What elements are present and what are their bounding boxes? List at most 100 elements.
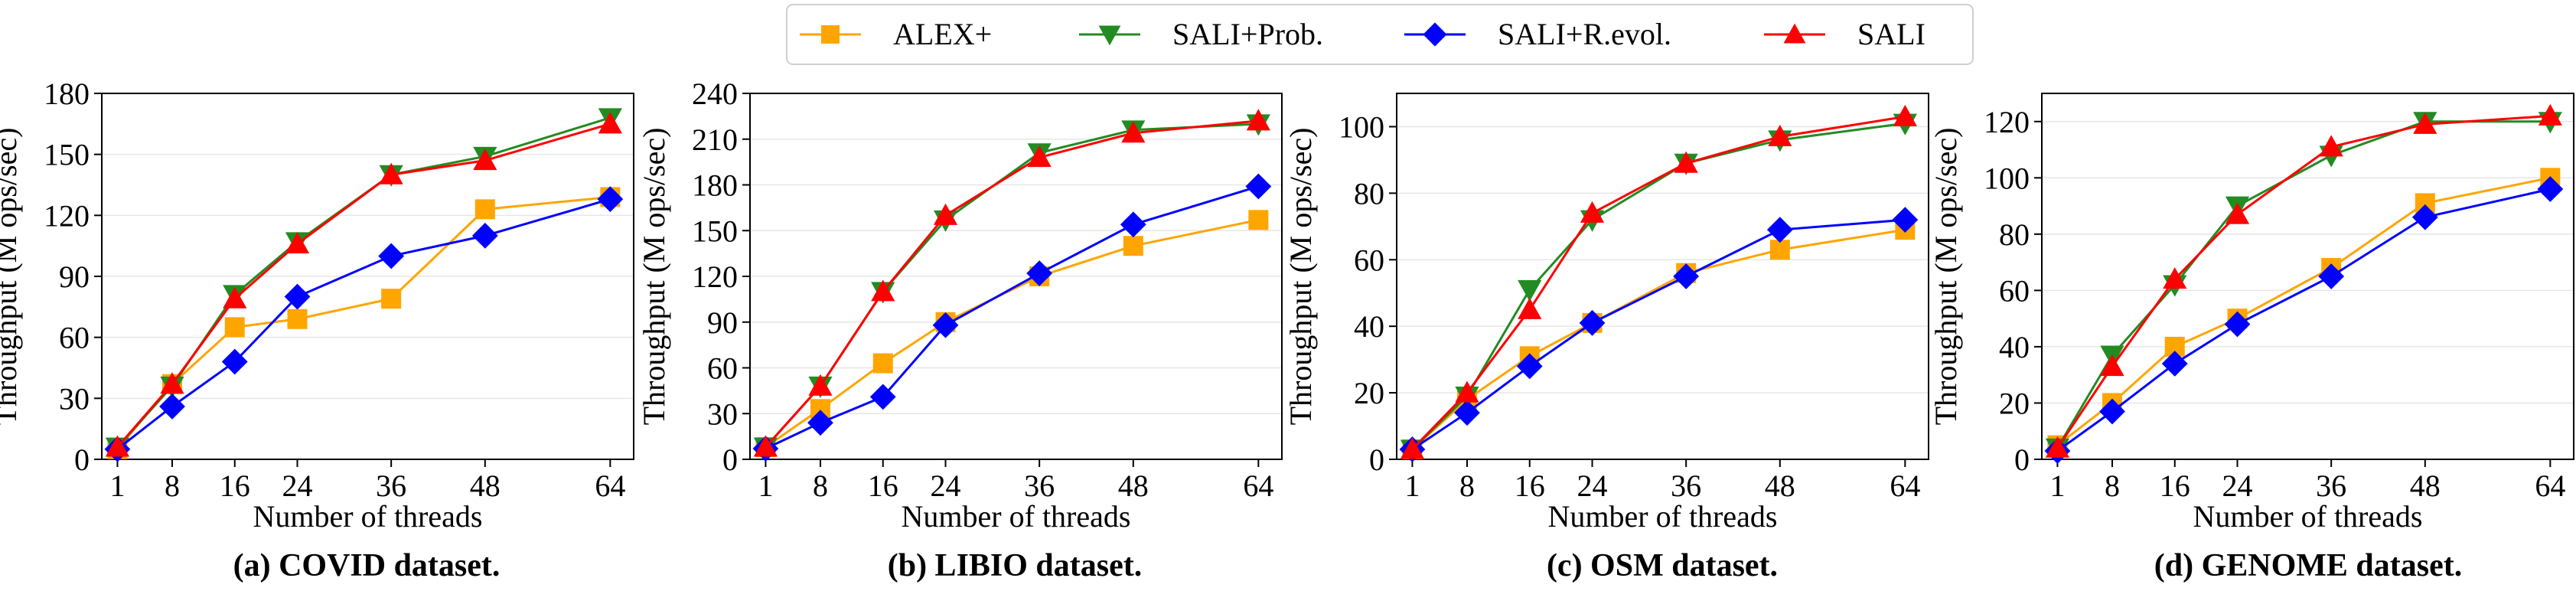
series-sali-r-evol bbox=[1399, 207, 1919, 462]
series-sali-r-evol bbox=[2044, 176, 2564, 464]
data-point-sali-r-evol bbox=[597, 186, 624, 212]
series-sali-prob bbox=[753, 114, 1270, 459]
y-tick-label: 120 bbox=[44, 198, 90, 233]
y-tick-label: 150 bbox=[44, 138, 90, 172]
data-point-sali bbox=[473, 149, 497, 171]
x-tick-label: 24 bbox=[2222, 469, 2253, 503]
x-tick-label: 24 bbox=[931, 469, 961, 503]
data-point-sali-r-evol bbox=[1892, 207, 1919, 233]
x-tick-label: 36 bbox=[1671, 469, 1701, 503]
chart-panel-1: 0 30 60 90 120 150 180 1 8 16 24 36 48 64 Number of th… bbox=[0, 77, 634, 583]
data-point-sali-r-evol bbox=[1673, 263, 1700, 289]
x-tick-label: 24 bbox=[1577, 469, 1608, 503]
x-tick-label: 16 bbox=[2160, 469, 2190, 503]
data-point-alex bbox=[1123, 236, 1143, 256]
data-point-sali bbox=[1893, 104, 1917, 126]
panel-caption: (a) COVID dataset. bbox=[233, 548, 501, 583]
y-tick-label: 30 bbox=[59, 381, 90, 416]
legend-item-sali: SALI bbox=[1764, 17, 1925, 51]
x-tick-label: 36 bbox=[1024, 469, 1055, 503]
y-tick-label: 100 bbox=[1984, 161, 2030, 195]
x-tick-label: 64 bbox=[595, 469, 625, 503]
legend-item-alex: ALEX+ bbox=[800, 17, 992, 51]
y-axis-label: Throughput (M ops/sec) bbox=[0, 128, 23, 426]
data-point-sali-r-evol bbox=[1579, 309, 1606, 336]
data-point-sali bbox=[598, 112, 622, 134]
data-point-sali bbox=[808, 374, 833, 396]
data-point-sali bbox=[285, 231, 310, 253]
series-line-sali-prob bbox=[2056, 120, 2551, 449]
series-line-sali-prob bbox=[116, 116, 611, 449]
data-point-alex bbox=[287, 309, 308, 329]
data-point-sali bbox=[379, 162, 403, 184]
x-tick-label: 48 bbox=[2410, 469, 2441, 503]
series-line-sali-r-evol bbox=[765, 185, 1259, 450]
x-tick-label: 1 bbox=[1404, 469, 1420, 503]
x-tick-label: 16 bbox=[220, 469, 250, 503]
y-tick-label: 120 bbox=[692, 260, 738, 294]
series-sali bbox=[753, 109, 1270, 457]
data-point-sali-r-evol bbox=[1120, 211, 1146, 238]
data-point-sali-r-evol bbox=[2537, 176, 2564, 202]
y-tick-label: 0 bbox=[2014, 442, 2030, 477]
data-point-sali-r-evol bbox=[2411, 204, 2438, 230]
series-line-alex bbox=[116, 195, 611, 450]
series-line-sali bbox=[765, 119, 1259, 449]
x-axis-label: Number of threads bbox=[253, 499, 483, 534]
x-axis-label: Number of threads bbox=[2193, 499, 2423, 534]
data-point-sali bbox=[2100, 354, 2124, 377]
legend-item-sali-r-evol: SALI+R.evol. bbox=[1404, 17, 1671, 51]
legend-marker-sali bbox=[1783, 23, 1806, 44]
data-point-sali bbox=[2538, 103, 2562, 126]
data-point-alex bbox=[1248, 210, 1269, 230]
series-line-alex bbox=[1411, 228, 1906, 451]
series-sali-prob bbox=[2045, 112, 2562, 460]
data-point-sali-r-evol bbox=[284, 283, 311, 310]
series-sali-r-evol bbox=[752, 173, 1272, 462]
x-tick-label: 16 bbox=[868, 469, 898, 503]
x-tick-label: 8 bbox=[165, 469, 180, 503]
x-tick-label: 1 bbox=[2049, 469, 2065, 503]
y-tick-label: 0 bbox=[74, 442, 90, 477]
x-tick-label: 64 bbox=[1243, 469, 1273, 503]
data-point-sali-r-evol bbox=[1454, 400, 1480, 426]
series-alex bbox=[1402, 220, 1916, 459]
chart-panel-3: 0 20 40 60 80 100 1 8 16 24 36 48 64 Number of thread… bbox=[1283, 93, 1929, 583]
y-tick-label: 60 bbox=[707, 351, 738, 386]
legend-item-sali-prob: SALI+Prob. bbox=[1079, 17, 1323, 51]
data-point-sali bbox=[2045, 436, 2070, 458]
data-point-sali-r-evol bbox=[2099, 398, 2125, 425]
series-sali-r-evol bbox=[104, 186, 624, 462]
series-line-sali-r-evol bbox=[1411, 218, 1906, 451]
data-point-sali bbox=[2163, 267, 2187, 289]
data-point-sali-r-evol bbox=[807, 410, 833, 436]
x-tick-label: 1 bbox=[109, 469, 125, 503]
data-point-alex bbox=[381, 289, 402, 309]
data-point-sali-r-evol bbox=[1026, 260, 1053, 286]
y-tick-label: 0 bbox=[722, 442, 738, 477]
data-point-sali-r-evol bbox=[1245, 173, 1272, 200]
data-point-sali-r-evol bbox=[378, 243, 405, 269]
y-tick-label: 150 bbox=[692, 214, 738, 248]
y-tick-label: 180 bbox=[44, 77, 90, 111]
y-tick-label: 40 bbox=[1354, 309, 1384, 344]
x-tick-label: 64 bbox=[1890, 469, 1920, 503]
data-point-sali bbox=[933, 203, 958, 225]
y-axis-label: Throughput (M ops/sec) bbox=[637, 128, 671, 426]
x-tick-label: 36 bbox=[376, 469, 406, 503]
data-point-sali-r-evol bbox=[2161, 351, 2188, 377]
series-line-sali-r-evol bbox=[2056, 188, 2551, 452]
data-point-sali bbox=[160, 372, 184, 394]
y-tick-label: 20 bbox=[1354, 376, 1384, 410]
data-point-sali bbox=[2225, 202, 2250, 224]
series-line-sali-r-evol bbox=[116, 198, 611, 450]
data-point-sali bbox=[1580, 201, 1605, 223]
chart-panel-2: 0 30 60 90 120 150 180 210 240 1 8 16 24 36 48 64 Number… bbox=[637, 77, 1283, 583]
y-tick-label: 210 bbox=[692, 122, 738, 157]
data-point-sali bbox=[1400, 437, 1425, 459]
legend-label-sali-r-evol: SALI+R.evol. bbox=[1498, 17, 1671, 51]
panel-caption: (c) OSM dataset. bbox=[1547, 548, 1778, 583]
y-axis-label: Throughput (M ops/sec) bbox=[1929, 128, 1963, 426]
axes-frame bbox=[1396, 93, 1929, 460]
